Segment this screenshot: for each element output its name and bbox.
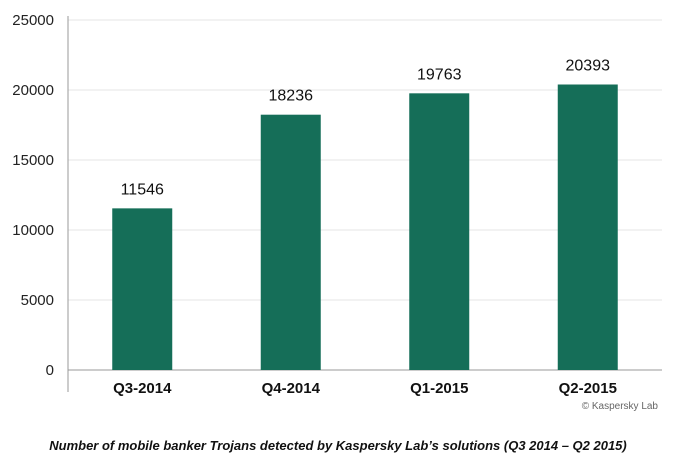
y-tick-label: 25000: [12, 12, 54, 29]
bar: [557, 84, 618, 371]
copyright-credit: © Kaspersky Lab: [581, 401, 658, 412]
x-tick-label: Q4-2014: [262, 380, 321, 397]
y-tick-label: 0: [46, 362, 54, 379]
bar: [112, 208, 173, 370]
chart-caption: Number of mobile banker Trojans detected…: [49, 438, 627, 453]
bar: [260, 114, 321, 370]
y-tick-label: 5000: [21, 292, 54, 309]
y-tick-label: 15000: [12, 152, 54, 169]
x-tick-label: Q2-2015: [559, 380, 617, 397]
data-label: 20393: [566, 57, 611, 74]
data-label: 18236: [269, 88, 314, 105]
y-tick-label: 10000: [12, 222, 54, 239]
x-tick-label: Q3-2014: [113, 380, 172, 397]
y-tick-label: 20000: [12, 82, 54, 99]
data-label: 11546: [121, 181, 164, 198]
bar: [409, 93, 470, 371]
x-tick-label: Q1-2015: [410, 380, 468, 397]
data-label: 19763: [417, 66, 462, 83]
